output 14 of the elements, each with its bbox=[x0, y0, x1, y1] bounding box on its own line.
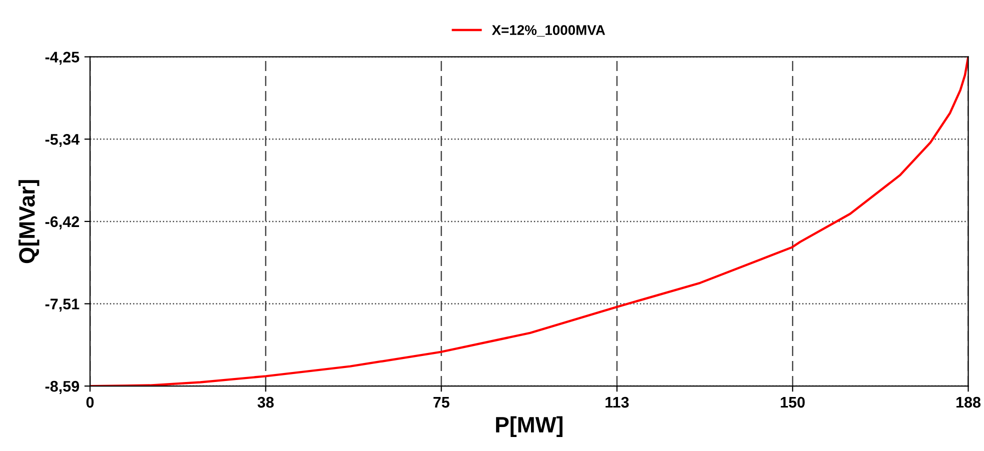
legend-label: X=12%_1000MVA bbox=[492, 25, 606, 37]
x-tick-label: 113 bbox=[606, 396, 629, 408]
y-tick-label: -5,34 bbox=[45, 134, 80, 148]
y-tick-label: -8,59 bbox=[45, 380, 80, 394]
x-tick-label: 150 bbox=[780, 396, 805, 408]
y-tick-label: -7,51 bbox=[45, 298, 80, 312]
x-axis-title: P[MW] bbox=[496, 416, 562, 437]
x-tick-label: 75 bbox=[433, 397, 450, 408]
y-tick-label: -6,42 bbox=[45, 216, 80, 230]
x-tick-label: 188 bbox=[956, 396, 981, 408]
x-tick-label: 38 bbox=[258, 396, 274, 408]
y-axis-title: Q[MVar] bbox=[18, 180, 40, 264]
x-tick-label: 0 bbox=[86, 396, 94, 408]
y-tick-label: -4,25 bbox=[45, 52, 80, 65]
